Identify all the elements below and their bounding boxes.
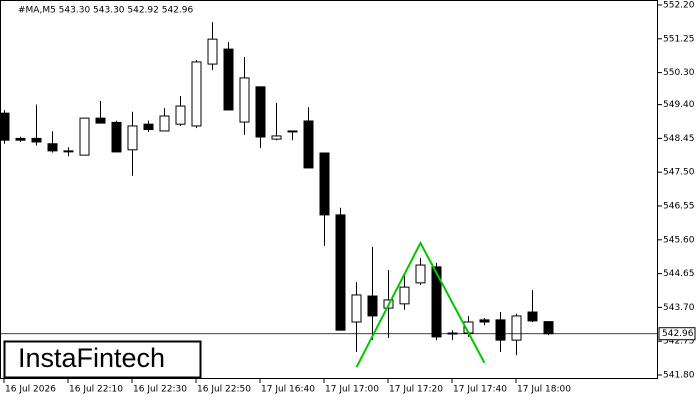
chart-info: #MA,M5 543.30 543.30 542.92 542.96 xyxy=(18,6,193,16)
plot: 552.20 551.25 550.30 549.40 548.45 547.50 546.… xyxy=(0,1,696,395)
candle-body xyxy=(495,319,506,341)
x-tick-label: 17 Jul 16:40 xyxy=(261,385,315,395)
y-tick-label: 551.25 xyxy=(663,34,695,44)
candle-body xyxy=(223,48,234,111)
y-tick-label: 541.80 xyxy=(663,371,695,381)
current-price-box xyxy=(658,327,696,341)
x-tick-label: 17 Jul 17:40 xyxy=(453,385,507,395)
candle-body xyxy=(31,137,42,143)
y-tick-label: 544.65 xyxy=(663,269,695,279)
candle-body xyxy=(367,295,378,317)
candle-body xyxy=(319,152,330,216)
y-tick-label: 543.70 xyxy=(663,303,695,313)
candle-body xyxy=(431,266,442,338)
candle-body xyxy=(127,125,138,151)
y-tick-label: 549.40 xyxy=(663,100,695,110)
candle-body xyxy=(303,120,314,169)
candle-body xyxy=(335,214,346,331)
candle-body xyxy=(63,150,74,153)
candle-body xyxy=(191,61,202,127)
candle-body xyxy=(287,130,298,133)
logo-box xyxy=(3,340,202,379)
candle-body xyxy=(527,311,538,322)
candle-body xyxy=(111,121,122,153)
candle-body xyxy=(239,77,250,123)
candle-body xyxy=(271,135,282,140)
candle-body xyxy=(143,123,154,131)
x-tick-label: 17 Jul 17:00 xyxy=(325,385,379,395)
pattern-line xyxy=(355,240,486,368)
candle-body xyxy=(351,294,362,323)
candle-body xyxy=(543,321,554,335)
y-tick-label: 552.20 xyxy=(663,1,695,11)
y-tick-label: 550.30 xyxy=(663,68,695,78)
candle-body xyxy=(79,117,90,156)
candle-body xyxy=(15,137,26,141)
candle-body xyxy=(255,86,266,138)
candle-body xyxy=(511,315,522,341)
y-tick-label: 542.75 xyxy=(663,337,695,347)
y-tick-label: 545.60 xyxy=(663,235,695,245)
x-tick-label: 16 Jul 2026 xyxy=(5,385,56,395)
candle-body xyxy=(479,319,490,323)
candle-body xyxy=(159,115,170,132)
x-tick-label: 16 Jul 22:10 xyxy=(69,385,123,395)
current-price-label: 542.96 xyxy=(662,329,694,339)
y-tick-label: 546.55 xyxy=(663,202,695,212)
x-tick-label: 16 Jul 22:30 xyxy=(133,385,187,395)
x-tick-label: 17 Jul 18:00 xyxy=(517,385,571,395)
x-tick-label: 17 Jul 17:20 xyxy=(389,385,443,395)
y-tick-label: 548.45 xyxy=(663,134,695,144)
candle-body xyxy=(175,105,186,125)
y-tick-label: 547.50 xyxy=(663,168,695,178)
logo: InstaFintech xyxy=(18,343,165,373)
x-tick-label: 16 Jul 22:50 xyxy=(197,385,251,395)
candle-body xyxy=(0,112,10,141)
candle-body xyxy=(399,286,410,305)
candle-body xyxy=(207,38,218,65)
candle-body xyxy=(415,264,426,284)
candle-body xyxy=(95,117,106,124)
candle-body xyxy=(47,143,58,152)
